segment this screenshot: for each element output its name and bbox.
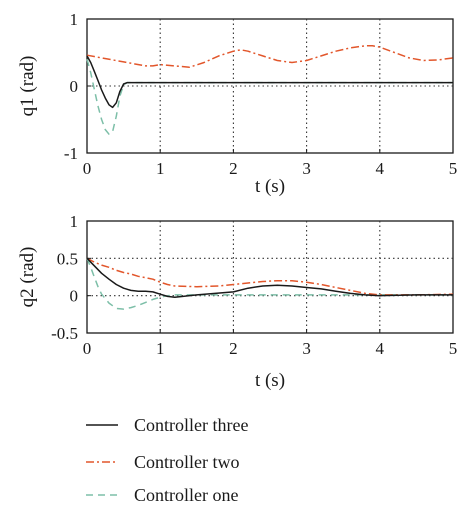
x-tick-label: 0 <box>83 159 92 178</box>
q1-y-ticks: 1 0 -1 <box>64 10 91 163</box>
y-tick-label: 1 <box>70 212 79 231</box>
series-line-controller-three <box>86 257 453 298</box>
q1-grid <box>87 19 453 153</box>
q1-y-axis-label: q1 (rad) <box>17 56 38 117</box>
x-tick-label: 3 <box>302 339 311 358</box>
q2-grid <box>87 221 453 333</box>
legend: Controller three Controller two Controll… <box>86 415 248 505</box>
series-line-controller-two <box>86 257 454 296</box>
x-tick-label: 2 <box>229 339 238 358</box>
x-tick-label: 4 <box>376 159 385 178</box>
series-line-controller-one <box>86 258 453 310</box>
y-tick-label: 1 <box>70 10 79 29</box>
q2-plot-frame <box>86 220 454 334</box>
x-tick-label: 3 <box>302 159 311 178</box>
y-tick-label: -1 <box>64 144 78 163</box>
series-line-controller-two <box>86 45 454 68</box>
q1-series-group <box>86 45 454 135</box>
legend-label-controller-two: Controller two <box>134 452 240 472</box>
x-tick-label: 5 <box>449 159 458 178</box>
legend-label-controller-one: Controller one <box>134 485 238 505</box>
y-tick-label: 0 <box>70 77 79 96</box>
x-tick-label: 1 <box>156 159 165 178</box>
q2-chart: 0 1 2 3 4 5 1 0.5 0 -0.5 t (s) q2 (rad) <box>17 212 457 391</box>
q2-y-axis-label: q2 (rad) <box>17 247 38 308</box>
x-tick-label: 4 <box>376 339 385 358</box>
legend-label-controller-three: Controller three <box>134 415 248 435</box>
y-tick-label: 0 <box>70 287 79 306</box>
q2-series-group <box>86 257 454 310</box>
q1-x-axis-label: t (s) <box>255 176 285 197</box>
x-tick-label: 0 <box>83 339 92 358</box>
x-tick-label: 5 <box>449 339 458 358</box>
legend-item-controller-three: Controller three <box>86 415 248 435</box>
legend-item-controller-one: Controller one <box>86 485 238 505</box>
q2-x-axis-label: t (s) <box>255 370 285 391</box>
q1-x-ticks: 0 1 2 3 4 5 <box>83 149 458 178</box>
y-tick-label: 0.5 <box>57 249 78 268</box>
series-line-controller-three <box>86 55 453 109</box>
x-tick-label: 1 <box>156 339 165 358</box>
series-line-controller-one <box>86 59 453 135</box>
q2-y-ticks: 1 0.5 0 -0.5 <box>51 212 91 343</box>
q1-chart: 0 1 2 3 4 5 1 0 -1 t (s) q1 (rad) <box>17 10 457 197</box>
x-tick-label: 2 <box>229 159 238 178</box>
legend-item-controller-two: Controller two <box>86 452 240 472</box>
y-tick-label: -0.5 <box>51 324 78 343</box>
q2-x-ticks: 0 1 2 3 4 5 <box>83 329 458 358</box>
